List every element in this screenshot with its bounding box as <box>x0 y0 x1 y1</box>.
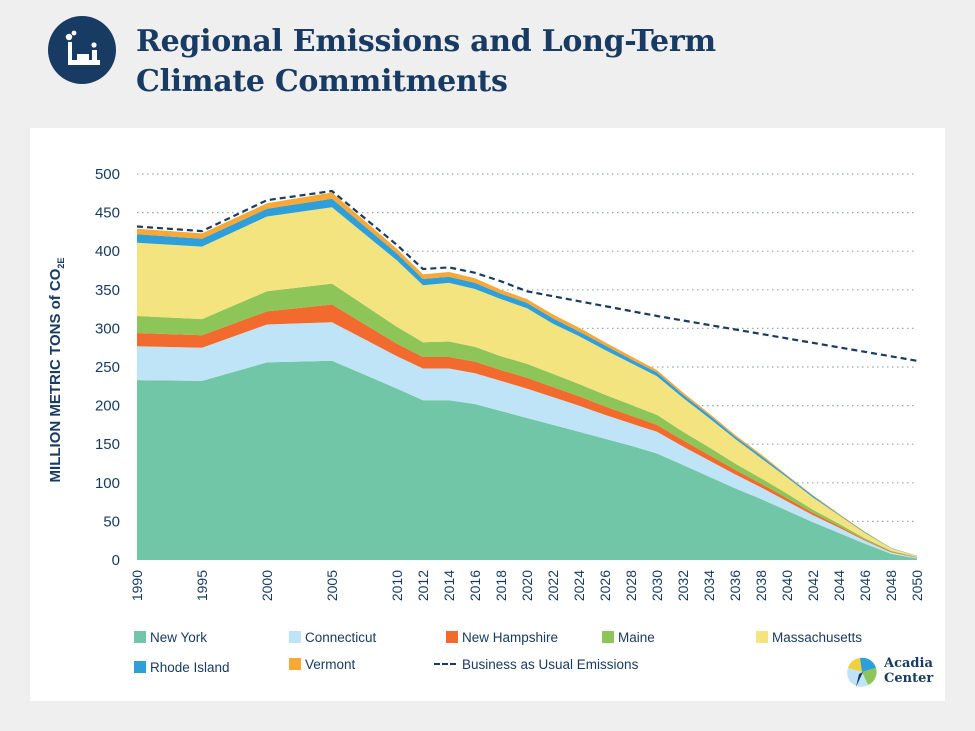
y-tick-label: 0 <box>112 552 120 569</box>
y-tick-label: 200 <box>95 398 120 415</box>
legend-swatch <box>446 631 458 643</box>
legend-swatch <box>289 658 301 670</box>
acadia-center-logo: Acadia Center <box>846 654 946 694</box>
legend-item-rhode-island: Rhode Island <box>134 660 230 676</box>
area-vermont <box>137 192 917 556</box>
x-tick-label: 2032 <box>675 570 691 601</box>
business-as-usual-line <box>136 189 918 362</box>
area-rhode-island <box>137 198 917 557</box>
page-title: Regional Emissions and Long-Term Climate… <box>136 24 716 99</box>
x-tick-label: 2030 <box>649 570 665 601</box>
y-tick-label: 500 <box>95 166 120 183</box>
x-tick-label: 2000 <box>259 570 275 601</box>
legend: New York Connecticut New Hampshire Maine… <box>134 628 934 688</box>
legend-item-maine: Maine <box>602 630 655 646</box>
x-tick-label: 2014 <box>441 570 457 601</box>
x-tick-label: 2048 <box>883 570 899 601</box>
x-tick-label: 2012 <box>415 570 431 601</box>
y-tick-label: 50 <box>103 513 120 530</box>
legend-dash-swatch <box>434 663 456 665</box>
legend-item-new-hampshire: New Hampshire <box>446 630 558 646</box>
legend-swatch <box>602 631 614 643</box>
y-tick-label: 350 <box>95 282 120 299</box>
x-tick-label: 2024 <box>571 570 587 601</box>
y-tick-label: 100 <box>95 475 120 492</box>
y-tick-label: 250 <box>95 359 120 376</box>
stacked-areas <box>137 192 917 560</box>
legend-item-new-york: New York <box>134 630 207 646</box>
area-massachusetts <box>137 207 917 557</box>
x-tick-label: 2034 <box>701 570 717 601</box>
area-connecticut <box>137 322 917 559</box>
x-tick-label: 1990 <box>129 570 145 601</box>
x-tick-label: 2046 <box>857 570 873 601</box>
bau-line <box>136 189 918 362</box>
x-tick-label: 2028 <box>623 570 639 601</box>
x-tick-label: 2050 <box>909 570 925 601</box>
factory-icon <box>48 16 116 84</box>
y-tick-label: 450 <box>95 205 120 222</box>
legend-swatch <box>289 631 301 643</box>
x-tick-label: 2010 <box>389 570 405 601</box>
legend-swatch <box>756 631 768 643</box>
legend-item-vermont: Vermont <box>289 657 355 673</box>
x-tick-label: 2044 <box>831 570 847 601</box>
x-tick-label: 2036 <box>727 570 743 601</box>
y-tick-label: 300 <box>95 320 120 337</box>
x-tick-label: 2018 <box>493 570 509 601</box>
legend-swatch <box>134 661 146 673</box>
y-tick-labels: 0 50 100 150 200 250 300 350 400 450 500 <box>95 166 120 569</box>
area-new-york <box>137 360 917 560</box>
legend-item-connecticut: Connecticut <box>289 630 376 646</box>
legend-item-massachusetts: Massachusetts <box>756 630 862 646</box>
legend-swatch <box>134 631 146 643</box>
x-tick-labels: 1990 1995 2000 2005 2010 2012 2014 2016 2018 2020… <box>129 570 925 601</box>
x-tick-label: 2016 <box>467 570 483 601</box>
y-tick-label: 150 <box>95 436 120 453</box>
x-tick-label: 1995 <box>194 570 210 601</box>
acadia-logo-icon <box>847 657 877 687</box>
x-tick-label: 2020 <box>519 570 535 601</box>
y-tick-label: 400 <box>95 243 120 260</box>
x-tick-label: 2026 <box>597 570 613 601</box>
x-tick-label: 2038 <box>753 570 769 601</box>
x-tick-label: 2005 <box>324 570 340 601</box>
x-tick-label: 2040 <box>779 570 795 601</box>
x-tick-label: 2042 <box>805 570 821 601</box>
y-axis-label: MILLION METRIC TONS of CO2E <box>47 258 66 483</box>
x-tick-label: 2022 <box>545 570 561 601</box>
logo-text: Acadia Center <box>884 656 934 686</box>
legend-item-business-as-usual: Business as Usual Emissions <box>434 657 638 673</box>
